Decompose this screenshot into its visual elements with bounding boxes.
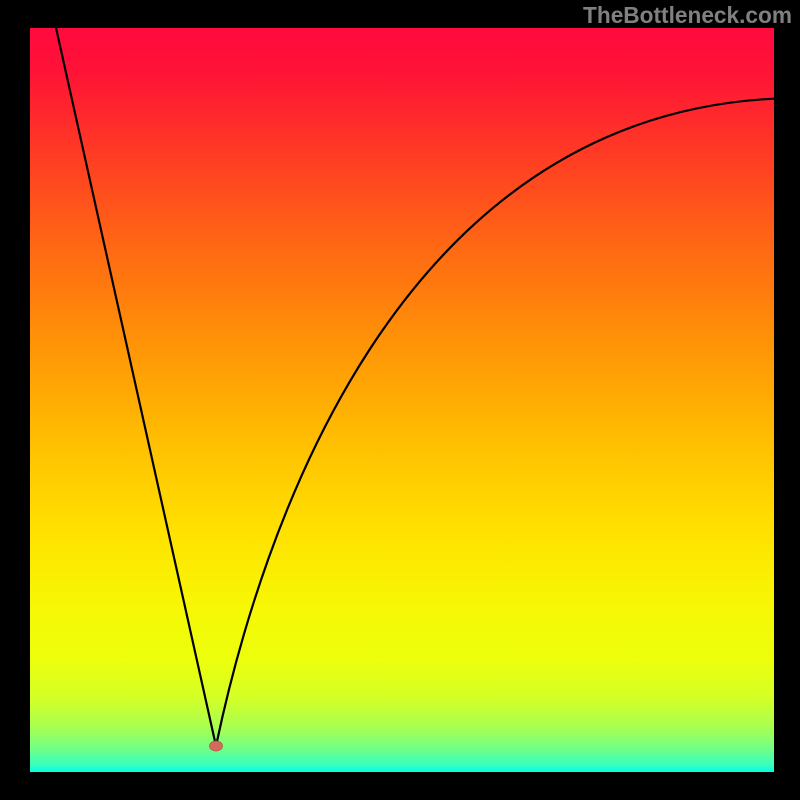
optimal-point-marker (209, 741, 222, 751)
chart-container: TheBottleneck.com (0, 0, 800, 800)
plot-background (30, 28, 774, 772)
attribution-text: TheBottleneck.com (583, 2, 792, 29)
bottleneck-chart (30, 28, 774, 772)
